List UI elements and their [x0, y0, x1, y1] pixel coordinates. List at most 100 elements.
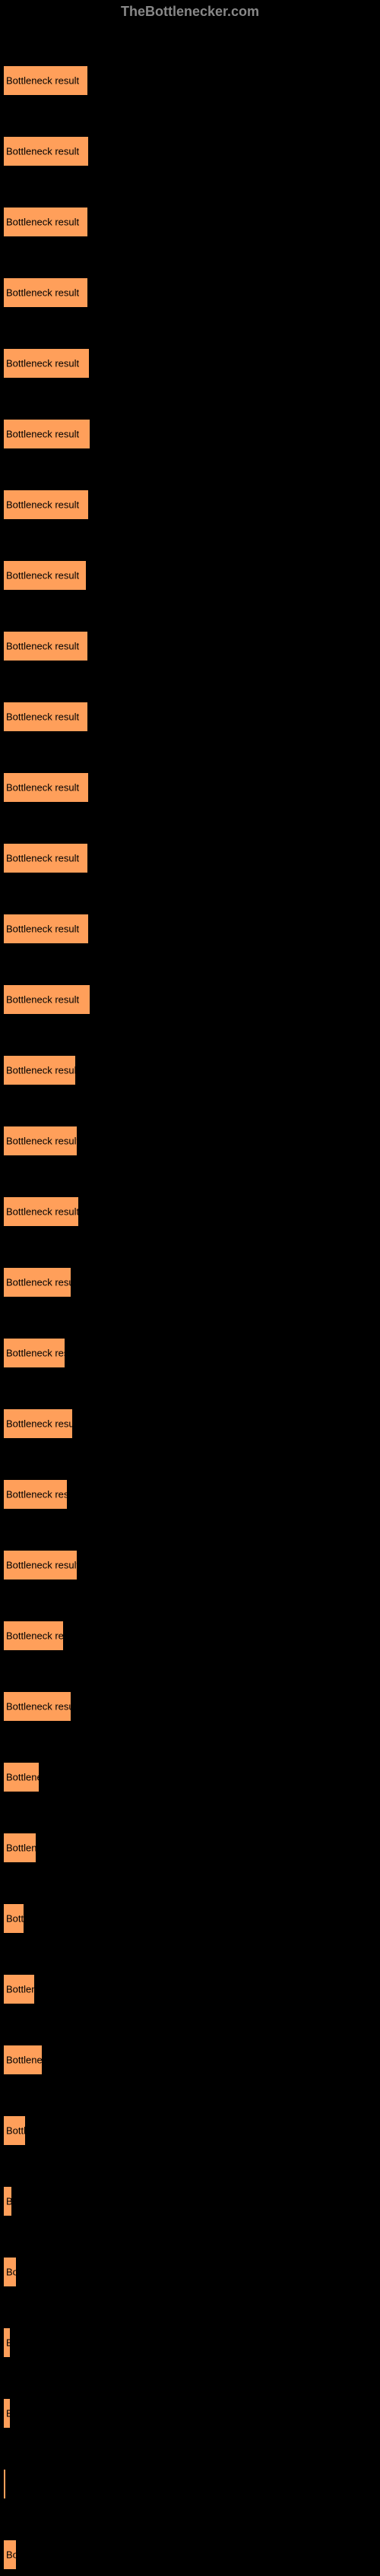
bar-text: Bottleneck result [6, 1489, 79, 1500]
bar: Bottleneck result [3, 772, 89, 803]
bar-label-space [3, 1798, 380, 1833]
bar-row: Bottleneck result [3, 385, 380, 449]
bar-wrapper: Bottleneck result [3, 1126, 380, 1156]
bar-row: Bottleneck result [3, 1374, 380, 1439]
bar-row: Bottleneck result [3, 2081, 380, 2146]
bar-label-space [3, 1092, 380, 1126]
bar-text: Bottleneck result [6, 287, 79, 299]
bar-label-space [3, 455, 380, 490]
bar-wrapper: Bottleneck result [3, 984, 380, 1015]
bar-wrapper: Bottleneck result [3, 2469, 380, 2499]
bar-label-space [3, 385, 380, 419]
bar-text: Bottleneck result [6, 1701, 79, 1713]
bar-row: Bottleneck result [3, 1516, 380, 1580]
bar-label-space [3, 2081, 380, 2115]
bar-text: Bottleneck result [6, 1630, 79, 1642]
bar-label-space [3, 1869, 380, 1903]
bar: Bottleneck result [3, 1479, 68, 1510]
bar-row: Bottleneck result [3, 314, 380, 379]
bar-row: Bottleneck result [3, 1021, 380, 1085]
bar-wrapper: Bottleneck result [3, 1267, 380, 1298]
bar: Bottleneck result [3, 2257, 17, 2287]
bar-text: Bottleneck result [6, 1560, 79, 1571]
bar-text: Bottleneck result [6, 2125, 79, 2137]
bar-row: Bottleneck result [3, 1445, 380, 1510]
bar-row: Bottleneck result [3, 2505, 380, 2570]
bar-wrapper: Bottleneck result [3, 1903, 380, 1934]
bar-text: Bottleneck result [6, 2549, 79, 2561]
bar-row: Bottleneck result [3, 1233, 380, 1298]
bar-label-space [3, 1021, 380, 1055]
bar-text: Bottleneck result [6, 2267, 79, 2278]
bar-wrapper: Bottleneck result [3, 1338, 380, 1368]
bar-wrapper: Bottleneck result [3, 843, 380, 873]
bar: Bottleneck result [3, 1903, 24, 1934]
bar-text: Bottleneck result [6, 994, 79, 1006]
bar-label-space [3, 243, 380, 277]
bar: Bottleneck result [3, 843, 88, 873]
bar: Bottleneck result [3, 419, 90, 449]
bar-wrapper: Bottleneck result [3, 1974, 380, 2004]
bar-text: Bottleneck result [6, 853, 79, 864]
bar-wrapper: Bottleneck result [3, 1621, 380, 1651]
bar-row: Bottleneck result [3, 1728, 380, 1792]
bar: Bottleneck result [3, 65, 88, 96]
bar-wrapper: Bottleneck result [3, 490, 380, 520]
bar-wrapper: Bottleneck result [3, 2045, 380, 2075]
bar-label-space [3, 597, 380, 631]
bar-wrapper: Bottleneck result [3, 2540, 380, 2570]
bar-wrapper: Bottleneck result [3, 65, 380, 96]
bar-wrapper: Bottleneck result [3, 1833, 380, 1863]
bar-row: Bottleneck result [3, 1586, 380, 1651]
bar-text: Bottleneck result [6, 1842, 79, 1854]
bar: Bottleneck result [3, 1338, 65, 1368]
bar-row: Bottleneck result [3, 667, 380, 732]
bar-label-space [3, 1304, 380, 1338]
bar-wrapper: Bottleneck result [3, 1762, 380, 1792]
bar-row: Bottleneck result [3, 1869, 380, 1934]
bar: Bottleneck result [3, 1974, 35, 2004]
bar-row: Bottleneck result [3, 31, 380, 96]
bar-wrapper: Bottleneck result [3, 207, 380, 237]
bar: Bottleneck result [3, 1126, 78, 1156]
bar-text: Bottleneck result [6, 570, 79, 581]
bar-text: Bottleneck result [6, 75, 79, 87]
bar-wrapper: Bottleneck result [3, 1408, 380, 1439]
bar: Bottleneck result [3, 1550, 78, 1580]
bar-text: Bottleneck result [6, 2055, 79, 2066]
bar: Bottleneck result [3, 2327, 11, 2358]
bar-wrapper: Bottleneck result [3, 348, 380, 379]
bar-text: Bottleneck result [6, 711, 79, 723]
bar-label-space [3, 1233, 380, 1267]
bar-label-space [3, 1586, 380, 1621]
bar-row: Bottleneck result [3, 2010, 380, 2075]
bar-text: Bottleneck result [6, 2196, 79, 2207]
bar: Bottleneck result [3, 914, 89, 944]
bar-text: Bottleneck result [6, 1065, 79, 1076]
bar-wrapper: Bottleneck result [3, 560, 380, 591]
bar-label-space [3, 2505, 380, 2540]
bar: Bottleneck result [3, 631, 88, 661]
bar-label-space [3, 2364, 380, 2398]
bar-row: Bottleneck result [3, 2435, 380, 2499]
bar: Bottleneck result [3, 1408, 73, 1439]
bar-label-space [3, 2152, 380, 2186]
bar-row: Bottleneck result [3, 102, 380, 166]
bar-wrapper: Bottleneck result [3, 277, 380, 308]
bar-label-space [3, 526, 380, 560]
bar-label-space [3, 102, 380, 136]
bar-label-space [3, 1657, 380, 1691]
bar-wrapper: Bottleneck result [3, 2398, 380, 2429]
bar-label-space [3, 1445, 380, 1479]
bar-text: Bottleneck result [6, 217, 79, 228]
bar-row: Bottleneck result [3, 950, 380, 1015]
bar-wrapper: Bottleneck result [3, 631, 380, 661]
bar-wrapper: Bottleneck result [3, 772, 380, 803]
bar-text: Bottleneck result [6, 358, 79, 369]
bar-wrapper: Bottleneck result [3, 1691, 380, 1722]
bar-row: Bottleneck result [3, 879, 380, 944]
bar-text: Bottleneck result [6, 782, 79, 794]
bar-row: Bottleneck result [3, 526, 380, 591]
bar-text: Bottleneck result [6, 1136, 79, 1147]
bar: Bottleneck result [3, 2115, 26, 2146]
